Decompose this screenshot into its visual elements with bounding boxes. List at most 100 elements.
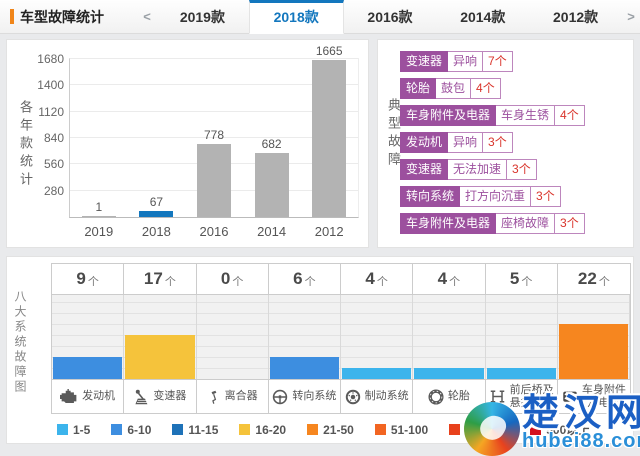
- system-label: 转向系统: [292, 390, 337, 403]
- tab-2014[interactable]: 2014款: [460, 8, 506, 25]
- system-label: 离合器: [224, 390, 258, 403]
- yearly-bar-value: 1: [95, 200, 103, 214]
- count-unit: 个: [449, 275, 461, 288]
- system-bar-轮胎: [414, 368, 484, 379]
- legend-label: 21-50: [323, 422, 354, 437]
- legend-label: 6-10: [127, 422, 152, 437]
- system-bar-cell: [268, 295, 341, 379]
- system-bar-前后桥及悬挂系统: [486, 368, 556, 379]
- fault-count: 3个: [531, 186, 561, 207]
- yearly-stats-panel: 各年款统计 280 560 840 1120 1400 1680 1 2019 67 2018 77…: [6, 39, 369, 248]
- gridline: [70, 84, 358, 86]
- yearly-bar-2014: 682: [254, 137, 289, 217]
- y-axis-tick: 1120: [38, 104, 64, 119]
- fault-count: 4个: [471, 78, 501, 99]
- legend-item: 1-5: [57, 423, 90, 437]
- engine-icon: [60, 389, 78, 404]
- systems-fault-table: 9 个 17 个 0 个 6 个 4 个 4 个 5 个 22 个 发动机 变速器 离合器 转向系统 制动系统 轮胎 前后…: [51, 263, 631, 414]
- fault-count: 4个: [555, 105, 585, 126]
- legend-label: 500以上: [546, 423, 591, 437]
- fault-tag: 车身附件及电器 车身生锈 4个: [400, 105, 585, 126]
- fault-system: 车身附件及电器: [400, 213, 497, 234]
- fault-tag: 变速器 无法加速 3个: [400, 159, 537, 180]
- system-bar-cell: [485, 295, 558, 379]
- y-axis-tick: 560: [43, 157, 64, 172]
- model-fault-stats-header: 车型故障统计 < 2019款 2018款 2016款 2014款 2012款 >: [0, 0, 640, 34]
- fault-description: 鼓包: [436, 78, 472, 99]
- system-label-cell: 发动机: [52, 380, 125, 413]
- yearly-bar-value: 67: [149, 194, 164, 209]
- y-axis-tick: 840: [43, 131, 64, 145]
- yearly-bar-chart: 280 560 840 1120 1400 1680 1 2019 67 2018 778 2016 6…: [37, 44, 359, 239]
- system-count-value: 0: [220, 269, 231, 288]
- system-count-value: 22: [577, 269, 597, 288]
- system-label: 制动系统: [364, 390, 409, 403]
- x-axis-label-2012: 2012: [314, 224, 344, 239]
- x-axis-label-2016: 2016: [199, 224, 229, 239]
- system-bar-车身附件及电器: [558, 324, 628, 379]
- fault-tag: 轮胎 鼓包 4个: [400, 78, 501, 99]
- typical-faults-list: 变速器 异响 7个 轮胎 鼓包 4个 车身附件及电器 车身生锈 4个 发动机 异响 3个 变速器 无法加速…: [400, 51, 585, 234]
- system-label: 前后桥及 悬挂系统: [509, 383, 554, 409]
- yearly-bar-2019: 1: [81, 200, 116, 217]
- system-count-value: 6: [293, 269, 303, 288]
- system-label-cell: 转向系统: [268, 380, 341, 413]
- clutch-icon: [207, 389, 221, 405]
- system-bar-转向系统: [269, 357, 339, 379]
- count-unit: 个: [232, 275, 244, 288]
- legend-swatch: [449, 424, 461, 435]
- system-label-cell: 车身附件 及电器: [557, 380, 630, 413]
- legend-swatch: [239, 424, 251, 435]
- legend-swatch: [307, 424, 319, 435]
- system-label-cell: 制动系统: [341, 380, 414, 413]
- gridline: [70, 110, 358, 112]
- legend-label: 11-15: [188, 422, 219, 437]
- system-bar-cell: [341, 295, 414, 379]
- legend-label: 51-100: [390, 422, 429, 437]
- legend-item: 16-20: [239, 423, 286, 437]
- system-bar-发动机: [53, 357, 123, 379]
- count-unit: 个: [164, 275, 176, 288]
- system-label-cell: 变速器: [124, 380, 197, 413]
- watermark-globe-logo-icon: [464, 402, 520, 456]
- fault-system: 变速器: [400, 51, 449, 72]
- fault-system: 车身附件及电器: [400, 105, 497, 126]
- page-title-wrap: 车型故障统计: [0, 0, 138, 33]
- body-electric-icon: [562, 389, 578, 404]
- system-bar-cell: [557, 295, 630, 379]
- tab-2019[interactable]: 2019款: [179, 8, 225, 25]
- count-unit: 个: [304, 275, 316, 288]
- y-axis-tick: 280: [43, 183, 64, 198]
- systems-bar-row: [52, 294, 630, 380]
- y-axis-tick: 1400: [37, 78, 64, 93]
- fault-tag: 转向系统 打方向沉重 3个: [400, 186, 561, 207]
- system-count-cell: 22 个: [557, 264, 630, 294]
- fault-description: 打方向沉重: [460, 186, 532, 207]
- tab-2016[interactable]: 2016款: [367, 8, 413, 25]
- system-count-value: 9: [76, 269, 86, 288]
- system-count-value: 17: [143, 269, 163, 288]
- yearly-bar-2012: 1665: [312, 44, 347, 217]
- gearshift-icon: [133, 389, 149, 405]
- count-unit: 个: [376, 275, 388, 288]
- fault-system: 转向系统: [400, 186, 461, 207]
- system-label: 发动机: [82, 390, 116, 403]
- system-count-value: 4: [437, 269, 448, 288]
- tab-2012[interactable]: 2012款: [553, 8, 599, 25]
- site-watermark: 楚汉网 hubei88.com: [464, 394, 640, 456]
- yearly-bar-value: 1665: [315, 44, 343, 59]
- y-axis-tick: 1680: [37, 52, 64, 66]
- gridline: [70, 137, 358, 138]
- systems-chart-title: 八大系统故障图: [13, 290, 27, 395]
- system-bar-cell: [196, 295, 269, 379]
- legend-label: 16-20: [255, 422, 287, 437]
- brake-icon: [345, 389, 361, 405]
- tabs-prev-arrow-icon[interactable]: <: [143, 9, 151, 24]
- yearly-bar-2018: 67: [139, 195, 174, 217]
- system-count-value: 5: [509, 269, 520, 288]
- tab-2018[interactable]: 2018款: [248, 0, 344, 34]
- tabs-next-arrow-icon[interactable]: >: [627, 9, 635, 24]
